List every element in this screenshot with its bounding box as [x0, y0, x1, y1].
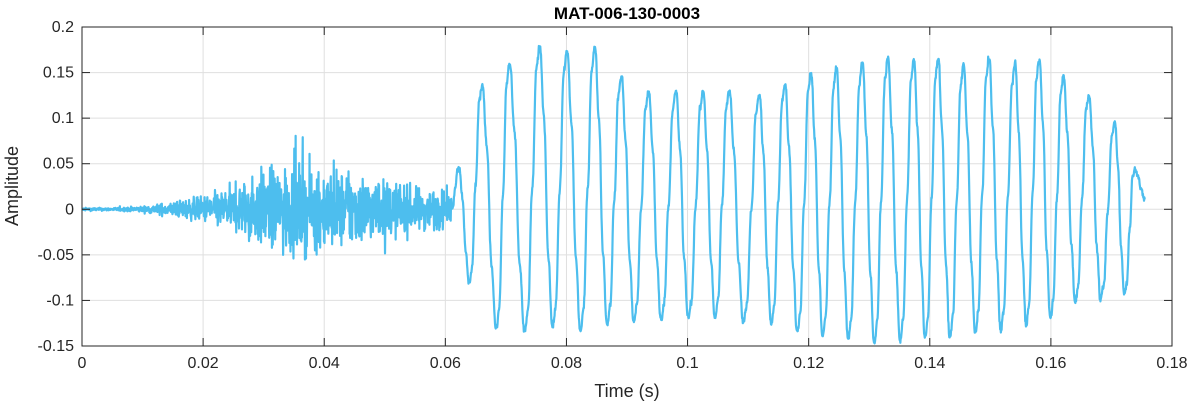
x-tick-label: 0.1: [676, 355, 698, 372]
x-tick-label: 0.16: [1035, 355, 1066, 372]
y-tick-label: 0: [65, 201, 74, 218]
x-tick-label: 0.02: [188, 355, 219, 372]
y-tick-label: 0.05: [43, 156, 74, 173]
y-axis-label: Amplitude: [2, 146, 22, 226]
chart-title: MAT-006-130-0003: [554, 4, 700, 23]
x-tick-label: 0.04: [309, 355, 340, 372]
y-tick-label: 0.1: [52, 110, 74, 127]
series-waveform-line: [81, 44, 1146, 345]
x-tick-label: 0.12: [793, 355, 824, 372]
y-tick-label: -0.05: [38, 247, 75, 264]
series-layer: [81, 44, 1146, 345]
x-axis-ticks: 0 0.02 0.04 0.06 0.08 0.1 0.12 0.14 0.16 0.18: [78, 27, 1188, 372]
x-tick-label: 0: [78, 355, 87, 372]
y-axis-ticks: -0.15 -0.1 -0.05 0 0.05 0.1 0.15 0.2: [38, 19, 1172, 355]
y-tick-label: -0.1: [46, 292, 74, 309]
plot-frame: [81, 26, 1173, 347]
x-tick-label: 0.08: [551, 355, 582, 372]
x-tick-label: 0.06: [430, 355, 461, 372]
y-tick-label: -0.15: [38, 338, 75, 355]
y-tick-label: 0.2: [52, 19, 74, 36]
x-tick-label: 0.14: [914, 355, 945, 372]
y-tick-label: 0.15: [43, 65, 74, 82]
x-tick-label: 0.18: [1156, 355, 1187, 372]
x-axis-label: Time (s): [594, 381, 659, 401]
